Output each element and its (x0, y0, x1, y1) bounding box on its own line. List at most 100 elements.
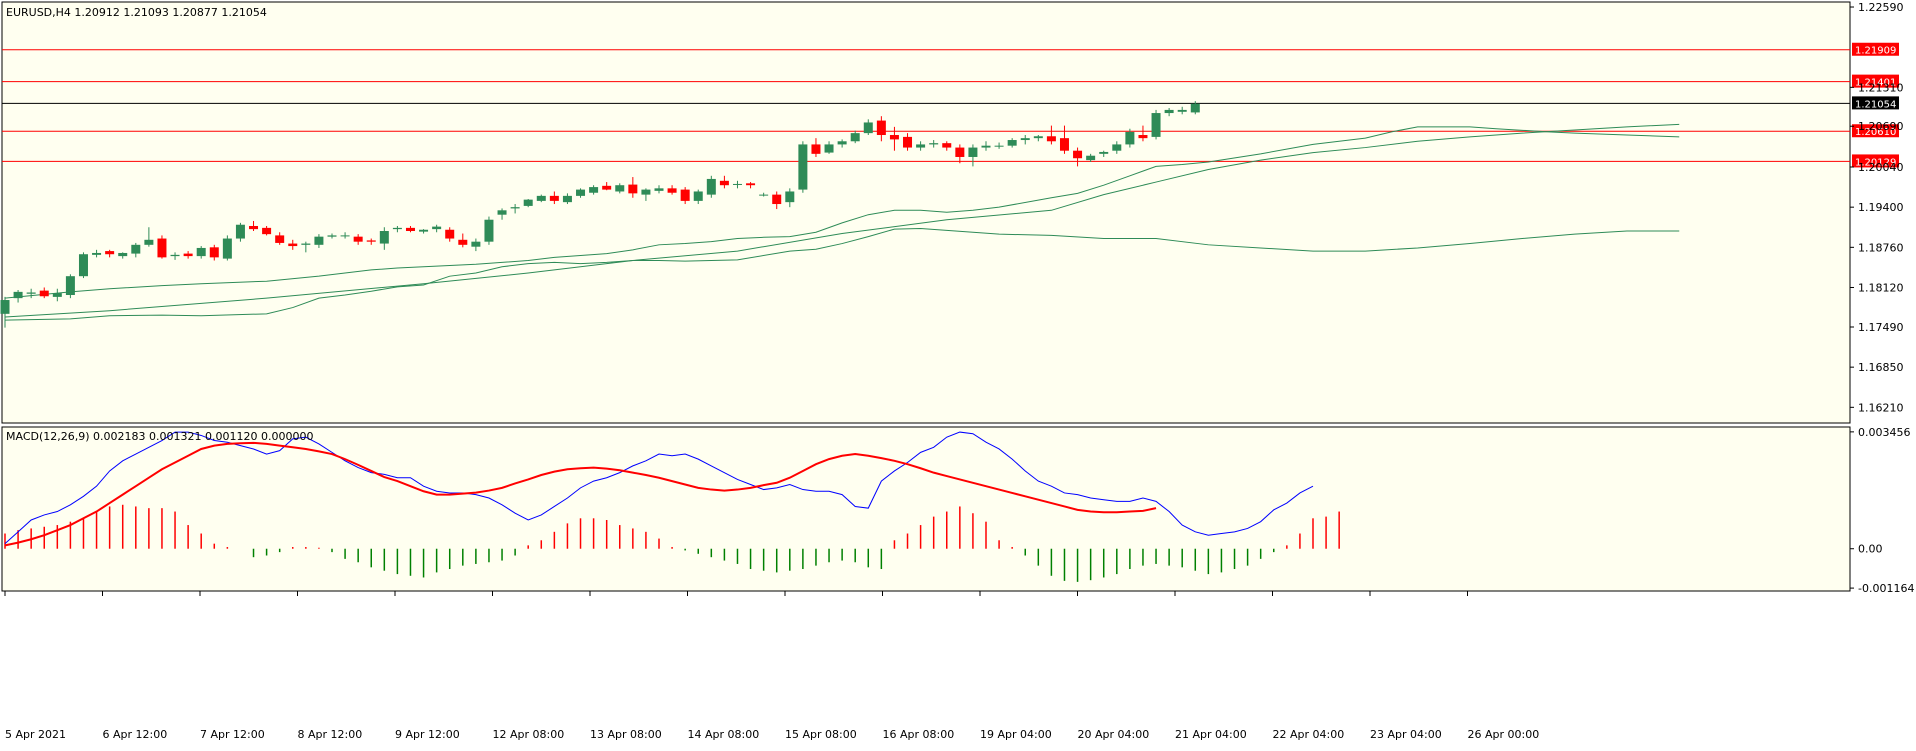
candle-body (1151, 113, 1161, 137)
candle-body (196, 247, 206, 257)
candle-body (471, 241, 481, 247)
x-tick-label: 5 Apr 2021 (5, 728, 66, 741)
candle-body (1190, 103, 1200, 113)
candle-body (811, 144, 821, 154)
candle-body (1177, 109, 1187, 112)
candle-body (968, 147, 978, 157)
level-label: 1.20610 (1855, 127, 1896, 138)
candle-body (301, 243, 311, 245)
candle-body (641, 189, 651, 195)
level-label-bg (1852, 42, 1899, 56)
candle-body (562, 195, 572, 203)
candle-body (929, 143, 939, 145)
x-tick-label: 14 Apr 08:00 (688, 728, 760, 741)
candle-body (1033, 136, 1043, 139)
x-tick-label: 7 Apr 12:00 (200, 728, 265, 741)
y-tick-label: 1.16850 (1858, 361, 1904, 374)
candle-body (39, 290, 49, 297)
candle-body (209, 247, 219, 258)
x-tick-label: 21 Apr 04:00 (1175, 728, 1247, 741)
candle-body (1020, 138, 1030, 141)
candle-body (903, 136, 913, 148)
candle-body (353, 236, 363, 242)
candle-body (183, 253, 193, 257)
axis-layer: 1.21909 1.21401 1.20610 1.20129 1.21054 1.225… (4, 1, 1914, 741)
macd-y-tick-label: 0.00 (1858, 543, 1883, 556)
candle-body (1059, 138, 1069, 151)
candle-body (78, 254, 88, 277)
y-tick-label: 1.22590 (1858, 1, 1904, 14)
candle-body (654, 188, 664, 191)
candle-body (824, 144, 834, 153)
candle-body (772, 194, 782, 205)
candle-body (523, 199, 533, 206)
candle-body (994, 145, 1004, 147)
bollinger-lower (4, 126, 1680, 299)
x-tick-label: 19 Apr 04:00 (980, 728, 1052, 741)
level-label: 1.21909 (1855, 46, 1896, 57)
macd-panel (1, 426, 1851, 592)
candle-body (510, 207, 520, 209)
candle-body (1073, 150, 1083, 159)
level-label-bg (1852, 124, 1899, 138)
candle-body (118, 252, 128, 257)
candle-body (1099, 151, 1109, 154)
y-tick-label: 1.18760 (1858, 241, 1904, 254)
candle-body (602, 185, 612, 190)
x-tick-label: 6 Apr 12:00 (103, 728, 168, 741)
candle-body (1138, 135, 1148, 139)
level-label-bg (1852, 74, 1899, 88)
bollinger-middle (4, 123, 1680, 318)
x-tick-label: 16 Apr 08:00 (883, 728, 955, 741)
x-tick-label: 12 Apr 08:00 (493, 728, 565, 741)
y-tick-label: 1.18120 (1858, 281, 1904, 294)
candle-body (327, 235, 337, 237)
y-tick-label: 1.16210 (1858, 401, 1904, 414)
x-tick-label: 9 Apr 12:00 (395, 728, 460, 741)
candle-body (576, 189, 586, 196)
level-label: 1.20129 (1855, 157, 1896, 168)
x-tick-label: 13 Apr 08:00 (590, 728, 662, 741)
candle-body (458, 239, 468, 245)
macd-line (4, 431, 1314, 545)
candle-body (850, 133, 860, 142)
candle-body (942, 143, 952, 148)
candle-body (863, 122, 873, 134)
candle-body (916, 144, 926, 148)
x-tick-label: 15 Apr 08:00 (785, 728, 857, 741)
candle-body (589, 187, 599, 193)
bollinger-upper (4, 227, 1680, 321)
y-tick-label: 1.17490 (1858, 321, 1904, 334)
price-layer (0, 49, 1850, 328)
macd-y-tick-label: -0.001164 (1858, 582, 1914, 595)
candle-body (706, 178, 716, 195)
candle-body (889, 135, 899, 140)
candle-body (1007, 140, 1017, 146)
candle-body (798, 144, 808, 190)
x-tick-label: 23 Apr 04:00 (1370, 728, 1442, 741)
signal-line (4, 441, 1157, 547)
candle-body (732, 183, 742, 185)
candle-body (680, 189, 690, 201)
candle-body (1112, 144, 1122, 151)
candle-body (432, 226, 442, 230)
candle-body (275, 235, 285, 243)
candle-body (497, 210, 507, 215)
candle-body (1125, 131, 1135, 145)
candle-body (249, 225, 259, 230)
candle-body (52, 293, 62, 297)
candle-body (65, 276, 75, 296)
candle-body (262, 227, 272, 235)
candle-body (1046, 136, 1056, 142)
candle-body (26, 292, 36, 294)
candle-body (366, 240, 376, 242)
candle-body (1164, 109, 1174, 114)
candle-body (981, 145, 991, 148)
candle-body (222, 238, 232, 259)
candle-body (340, 235, 350, 237)
price-label-bg (1852, 96, 1899, 110)
level-label-bg (1852, 154, 1899, 168)
candle-body (445, 229, 455, 239)
candle-body (759, 194, 769, 196)
candle-body (837, 141, 847, 145)
